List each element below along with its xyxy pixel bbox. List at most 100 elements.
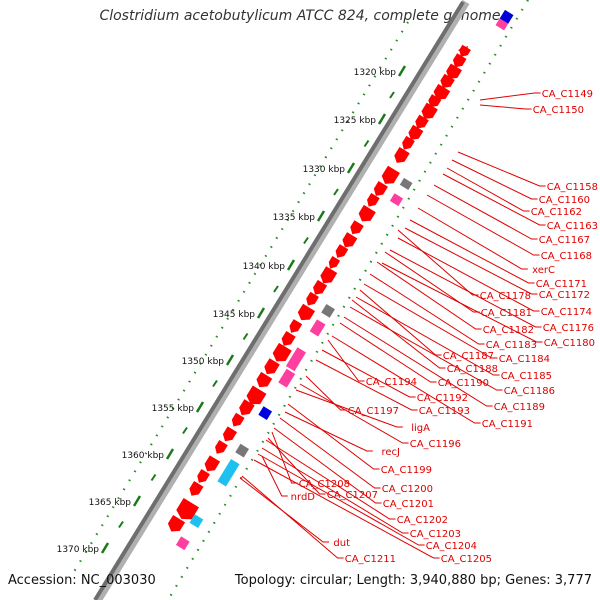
gene-label: CA_C1182: [483, 325, 534, 336]
gene-label: CA_C1187: [443, 351, 494, 362]
scale-tick-label: 1340 kbp: [243, 262, 286, 272]
label-leader-line: [321, 349, 416, 398]
label-leader-line: [426, 194, 540, 256]
scale-tick: [286, 259, 296, 271]
label-leader-line: [343, 316, 493, 407]
gene-arrow: [204, 455, 221, 472]
label-leader-line: [359, 289, 442, 356]
gene-label: recJ: [382, 447, 401, 458]
gene-arrow: [421, 102, 438, 119]
label-leader-line: [446, 167, 530, 212]
scale-tick-label: 1345 kbp: [213, 310, 256, 320]
label-leader-line: [355, 296, 500, 376]
label-leaders: [239, 92, 546, 559]
scale-tick: [346, 162, 356, 174]
scale-minor-tick: [333, 188, 339, 196]
gene-arrow: [458, 46, 468, 56]
gene-arrow: [440, 73, 455, 88]
gene-label: CA_C1201: [383, 499, 434, 510]
gene-arrow: [231, 412, 245, 427]
gene-label: CA_C1211: [345, 554, 396, 565]
gene-arrow: [381, 165, 400, 184]
label-leader-line: [397, 237, 540, 312]
gene-arrow: [306, 291, 319, 306]
gene-arrow: [289, 319, 303, 333]
gene-label: CA_C1207: [327, 490, 378, 501]
gene-feature: [175, 536, 190, 551]
gene-feature: [309, 319, 326, 337]
gene-labels: CA_C1149 CA_C1150 CA_C1158 CA_C1160CA_C1162…: [291, 89, 598, 565]
gene-arrow: [428, 94, 442, 108]
scale-tick: [100, 542, 110, 554]
label-leader-line: [457, 151, 546, 187]
gene-arrow: [328, 256, 341, 269]
gene-arrow: [394, 146, 410, 163]
scale-minor-tick: [242, 332, 249, 341]
gene-label: CA_C1158: [547, 182, 598, 193]
label-leader-line: [417, 207, 528, 270]
gene-label: dut: [333, 538, 350, 549]
gene-arrow: [433, 83, 451, 100]
gene-track: [167, 44, 471, 532]
gene-feature: [285, 347, 306, 372]
label-leader-line: [397, 229, 479, 296]
gene-label: CA_C1171: [536, 279, 587, 290]
gene-label: CA_C1202: [397, 515, 448, 526]
scale-tick-label: 1350 kbp: [182, 357, 225, 367]
scale-ticks: 1320 kbp 1325 kbp 1330 kbp 1335 kbp 1340 kbp…: [57, 65, 407, 555]
inner-dotted-ring: [167, 0, 529, 600]
gene-feature: [278, 368, 296, 388]
gene-arrow: [313, 279, 328, 295]
scale-tick-label: 1360 kbp: [122, 451, 165, 461]
scale-tick: [256, 307, 266, 319]
label-leader-line: [305, 375, 347, 411]
scale-minor-tick: [118, 520, 124, 529]
gene-arrow: [320, 266, 338, 284]
label-leader-line: [409, 219, 535, 284]
scale-tick-label: 1355 kbp: [152, 404, 195, 414]
gene-label: CA_C1203: [410, 529, 461, 540]
scale-tick: [225, 354, 235, 366]
gene-feature: [258, 406, 273, 420]
label-leader-line: [376, 261, 482, 330]
gene-arrow: [167, 515, 186, 532]
label-leader-line: [327, 339, 365, 382]
backbone: [93, 0, 465, 600]
gene-feature: [217, 459, 240, 487]
gene-label: CA_C1192: [417, 393, 468, 404]
gene-label: CA_C1189: [494, 402, 545, 413]
gene-arrow: [189, 480, 204, 496]
scale-minor-tick: [273, 285, 279, 293]
map-title: Clostridium acetobutylicum ATCC 824, com…: [99, 8, 501, 24]
gene-label: CA_C1162: [531, 207, 582, 218]
accession-text: Accession: NC_003030: [8, 573, 156, 588]
gene-arrow: [446, 63, 462, 79]
gene-feature: [499, 9, 514, 24]
label-leader-line: [339, 322, 437, 383]
label-leader-line: [389, 249, 542, 328]
gene-label: CA_C1204: [426, 541, 477, 552]
gene-arrow: [297, 303, 316, 321]
label-leader-line: [261, 447, 409, 534]
gene-arrow: [281, 330, 296, 346]
scale-tick: [397, 65, 407, 77]
label-leader-line: [331, 335, 481, 424]
gene-label: CA_C1191: [482, 419, 533, 430]
scale-tick-label: 1335 kbp: [273, 213, 316, 223]
gene-label: CA_C1168: [541, 251, 592, 262]
gene-arrow: [358, 204, 376, 222]
scale-tick-label: 1365 kbp: [89, 498, 132, 508]
gene-arrow: [335, 244, 349, 258]
scale-tick: [377, 113, 387, 125]
scale-minor-tick: [389, 91, 395, 99]
label-leader-line: [351, 299, 446, 369]
gene-arrow: [176, 497, 199, 520]
label-leader-line: [479, 104, 532, 110]
gene-arrow: [256, 371, 273, 388]
gene-label: CA_C1185: [501, 371, 552, 382]
scale-tick-label: 1370 kbp: [57, 545, 100, 555]
label-leader-line: [384, 251, 480, 313]
label-leader-line: [261, 455, 288, 497]
label-leader-line: [479, 92, 541, 101]
